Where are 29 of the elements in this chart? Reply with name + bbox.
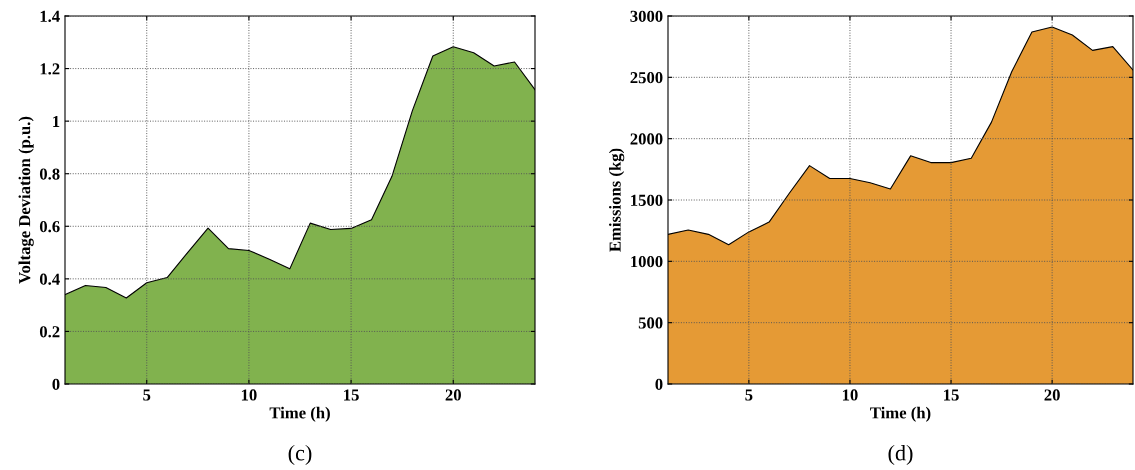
- x-tick-label: 15: [344, 389, 359, 401]
- y-tick-label: 1: [53, 115, 60, 127]
- x-axis-title: Time (h): [269, 406, 330, 422]
- x-tick-label: 10: [241, 389, 257, 401]
- y-tick-label: 2500: [630, 72, 663, 84]
- y-tick-label: 0.2: [39, 326, 60, 338]
- x-tick-label: 10: [842, 389, 858, 401]
- y-tick-label: 0.4: [39, 273, 60, 285]
- y-tick-label: 1.4: [40, 10, 60, 23]
- x-tick-label: 5: [745, 389, 753, 401]
- y-tick-label: 1.2: [40, 63, 60, 75]
- y-tick-label: 0: [52, 378, 60, 390]
- x-axis-title: Time (h): [870, 406, 931, 422]
- y-axis-title: Voltage Deviation (p.u.): [18, 116, 34, 284]
- y-tick-label: 1500: [631, 194, 663, 206]
- y-tick-label: 1000: [631, 256, 663, 268]
- x-tick-label: 5: [143, 389, 151, 401]
- x-tick-label: 15: [944, 389, 959, 401]
- y-tick-label: 500: [638, 317, 663, 329]
- text: (c): [288, 444, 312, 466]
- y-tick-label: 0.6: [39, 220, 60, 233]
- y-tick-label: 2000: [630, 133, 663, 145]
- y-tick-label: 0.8: [39, 168, 60, 180]
- text: (d): [888, 444, 913, 466]
- x-tick-label: 20: [1044, 389, 1060, 401]
- y-tick-label: 0: [655, 378, 663, 390]
- y-axis-title: Emissions (kg): [609, 148, 625, 252]
- y-tick-label: 3000: [630, 10, 663, 22]
- x-tick-label: 20: [445, 389, 461, 401]
